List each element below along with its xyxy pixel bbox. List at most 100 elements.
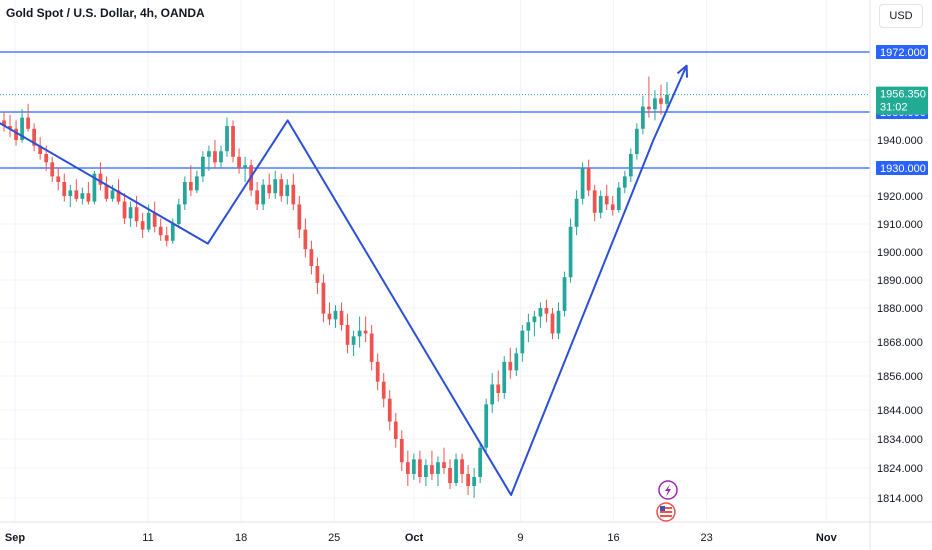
price-tick-label: 1880.000	[877, 303, 923, 315]
horizontal-levels[interactable]	[0, 51, 870, 169]
candle-77	[466, 465, 470, 495]
candle-body	[369, 333, 374, 362]
candle-body	[496, 384, 501, 393]
candle-body	[526, 322, 531, 331]
candle-body	[357, 330, 362, 337]
candle-body	[628, 154, 633, 177]
candle-body	[201, 156, 205, 177]
lightning-event-icon[interactable]	[658, 480, 678, 500]
candle-109	[659, 84, 663, 115]
candle-82	[496, 370, 501, 402]
candle-body	[315, 266, 320, 283]
candle-91	[550, 308, 555, 340]
candle-body	[2, 120, 6, 126]
candle-body	[255, 190, 260, 205]
candle-9	[56, 168, 61, 191]
candle-body	[267, 184, 272, 194]
candle-30	[182, 176, 187, 210]
grid	[0, 0, 870, 522]
us-flag-event-icon[interactable]	[656, 502, 676, 522]
candle-107	[647, 76, 651, 118]
time-tick-label: Nov	[816, 532, 838, 544]
candle-26	[158, 218, 163, 241]
candle-74	[448, 459, 452, 489]
candle-68	[411, 453, 416, 480]
candle-75	[454, 453, 458, 486]
candle-body	[634, 128, 639, 154]
candle-body	[381, 381, 386, 399]
candle-body	[508, 361, 513, 371]
candle-body	[182, 182, 187, 205]
candle-body	[86, 193, 91, 202]
candle-59	[357, 316, 362, 348]
candle-83	[502, 356, 507, 399]
candle-body	[158, 226, 163, 236]
candle-44	[267, 173, 272, 199]
candle-body	[261, 184, 266, 205]
candle-body	[514, 353, 519, 371]
candle-62	[375, 353, 380, 391]
price-axis[interactable]: 1814.000 1824.000 1834.000 1844.000 1856.000…	[877, 135, 923, 505]
candle-body	[466, 474, 470, 486]
candle-body	[231, 126, 235, 157]
candle-69	[418, 450, 422, 483]
candle-32	[195, 170, 199, 194]
candle-40	[243, 156, 247, 182]
candle-body	[351, 336, 356, 345]
candle-87	[526, 313, 531, 342]
time-tick-label: 25	[328, 532, 340, 544]
candle-body	[550, 313, 555, 334]
pattern-drawing[interactable]	[0, 64, 689, 496]
candle-body	[74, 190, 79, 199]
price-tick-label: 1834.000	[877, 434, 923, 446]
candle-6	[38, 137, 43, 160]
candle-body	[170, 224, 175, 241]
candle-body	[333, 310, 338, 320]
candle-body	[273, 179, 278, 194]
currency-button[interactable]: USD	[879, 4, 923, 28]
candle-body	[128, 207, 133, 219]
candle-body	[303, 229, 308, 250]
candle-body	[604, 196, 609, 205]
candle-body	[62, 182, 67, 196]
time-tick-label: 23	[700, 532, 712, 544]
zigzag-line[interactable]	[0, 65, 688, 496]
candle-body	[14, 128, 18, 140]
candle-body	[436, 462, 440, 474]
time-axis[interactable]: Sep 11 18 25 Oct 9 16 23 Nov	[5, 532, 838, 544]
level-tag-bg	[876, 161, 928, 175]
candle-23	[140, 212, 145, 238]
time-tick-label: 9	[517, 532, 523, 544]
candle-17	[104, 176, 109, 202]
chart-title: Gold Spot / U.S. Dollar, 4h, OANDA	[6, 6, 205, 20]
candle-body	[225, 126, 229, 152]
candle-37	[225, 117, 229, 157]
candle-15	[92, 170, 97, 205]
candle-79	[478, 441, 483, 483]
candle-84	[508, 347, 513, 379]
candle-96	[580, 162, 585, 205]
candle-body	[556, 310, 561, 334]
candle-body	[460, 459, 464, 474]
price-tick-label: 1868.000	[877, 337, 923, 349]
candle-body	[68, 190, 73, 196]
candle-body	[321, 282, 326, 314]
candle-93	[562, 271, 567, 317]
candle-106	[641, 95, 645, 135]
candle-14	[86, 182, 91, 205]
candle-body	[405, 462, 410, 474]
candle-78	[472, 468, 476, 498]
candle-86	[520, 325, 525, 362]
candle-body	[56, 176, 61, 182]
candle-body	[98, 173, 103, 185]
candle-20	[122, 193, 127, 224]
candle-body	[152, 212, 157, 227]
candle-body	[50, 162, 55, 177]
price-tick-label: 1814.000	[877, 493, 923, 505]
candle-53	[321, 274, 326, 323]
candle-90	[544, 299, 549, 323]
price-tick-label: 1856.000	[877, 371, 923, 383]
